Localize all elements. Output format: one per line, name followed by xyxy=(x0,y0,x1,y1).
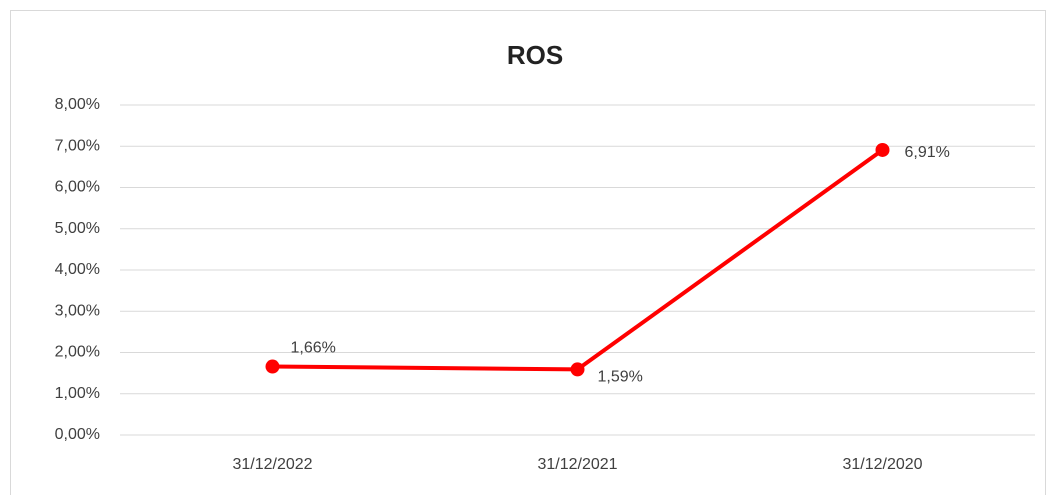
y-tick-label: 4,00% xyxy=(55,261,100,278)
x-tick-label: 31/12/2021 xyxy=(537,456,617,473)
marker xyxy=(265,359,280,374)
y-tick-label: 3,00% xyxy=(55,302,100,319)
data-label: 1,66% xyxy=(291,340,336,357)
chart-title: ROS xyxy=(507,40,563,70)
y-tick-label: 1,00% xyxy=(55,385,100,402)
data-label: 1,59% xyxy=(598,369,643,386)
y-tick-label: 5,00% xyxy=(55,220,100,237)
x-tick-label: 31/12/2020 xyxy=(842,456,922,473)
y-tick-label: 7,00% xyxy=(55,137,100,154)
y-tick-label: 0,00% xyxy=(55,426,100,443)
marker xyxy=(570,362,585,377)
y-tick-label: 2,00% xyxy=(55,344,100,361)
chart-border xyxy=(10,10,1046,500)
data-label: 6,91% xyxy=(905,144,950,161)
x-tick-label: 31/12/2022 xyxy=(232,456,312,473)
marker xyxy=(875,142,890,157)
y-tick-label: 8,00% xyxy=(55,96,100,113)
y-tick-label: 6,00% xyxy=(55,179,100,196)
